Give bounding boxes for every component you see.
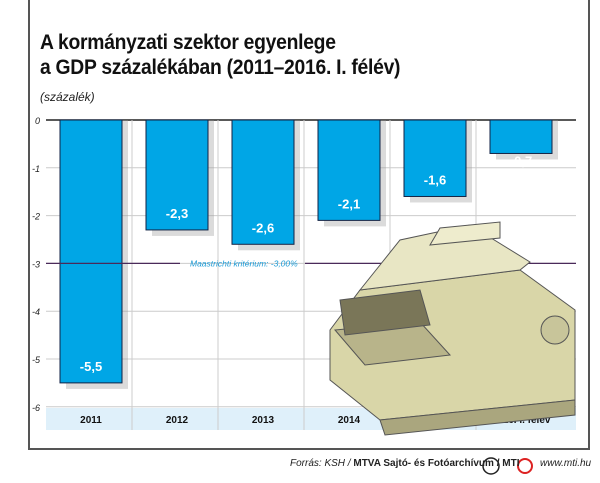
cash-register-illustration	[379, 399, 576, 436]
bar	[145, 119, 209, 231]
x-tick-label: 2011	[80, 415, 102, 426]
y-tick-label: -5	[32, 355, 41, 365]
chart-title: A kormányzati szektor egyenlege a GDP szá…	[40, 30, 400, 80]
data-label: -2,1	[338, 196, 360, 211]
x-tick-label: 2014	[338, 415, 361, 426]
source-bold: MTVA Sajtó- és Fotóarchívum / MTI	[353, 458, 520, 469]
data-label: -1,6	[424, 172, 446, 187]
y-tick-label: -2	[32, 212, 40, 222]
mti-logo	[517, 458, 533, 474]
cash-register-illustration	[429, 221, 501, 246]
y-tick-label: -1	[32, 164, 40, 174]
bar	[403, 119, 467, 197]
data-label: -5,5	[80, 359, 102, 374]
data-label: -2,3	[166, 206, 188, 221]
data-label: -2,6	[252, 220, 274, 235]
chart-frame	[28, 0, 590, 450]
bar	[489, 119, 553, 154]
cash-register-illustration	[339, 289, 431, 336]
y-axis-unit: (százalék)	[40, 90, 95, 104]
mtva-logo	[482, 457, 500, 475]
data-label: -0,7	[510, 153, 532, 168]
title-line-2: a GDP százalékában (2011–2016. I. félév)	[40, 56, 401, 79]
y-tick-label: -6	[32, 403, 40, 413]
y-tick-label: 0	[35, 116, 40, 126]
reference-label: Maastrichti kritérium: -3,00%	[190, 258, 298, 268]
source-prefix: Forrás: KSH /	[290, 458, 354, 469]
cash-register-crank	[540, 315, 570, 345]
x-tick-label: 2013	[252, 415, 275, 426]
bar	[231, 119, 295, 245]
source-footer: Forrás: KSH / MTVA Sajtó- és Fotóarchívu…	[290, 458, 519, 469]
y-tick-label: -4	[32, 307, 40, 317]
cash-register-illustration	[358, 224, 531, 291]
mti-url[interactable]: www.mti.hu	[540, 458, 592, 469]
title-line-1: A kormányzati szektor egyenlege	[40, 31, 336, 54]
x-tick-label: 2012	[166, 415, 189, 426]
y-tick-label: -3	[32, 259, 40, 269]
bar	[317, 119, 381, 221]
bar	[59, 119, 123, 384]
